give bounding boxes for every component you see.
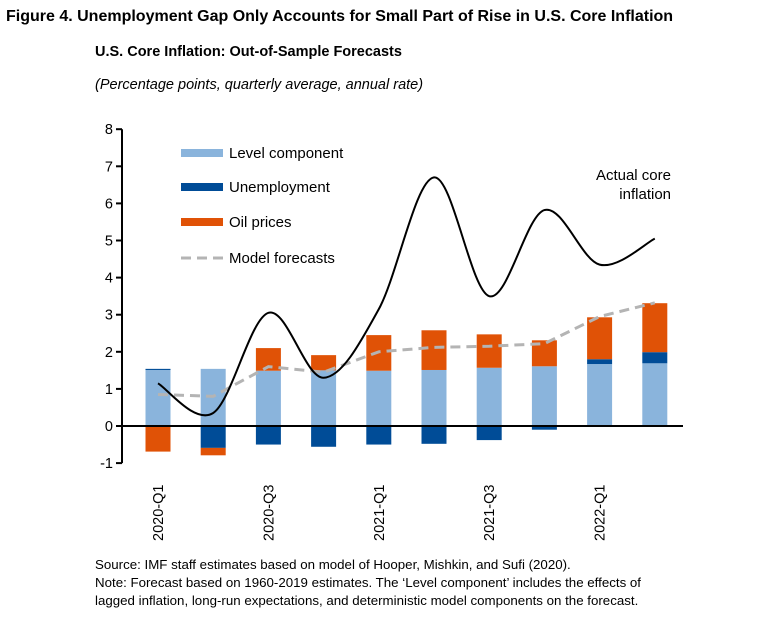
bar-unemployment xyxy=(366,426,392,445)
bar-oil-prices xyxy=(476,334,502,368)
annotation-actual-core: Actual core xyxy=(596,167,671,184)
annotation-inflation: inflation xyxy=(619,186,671,203)
legend-label: Unemployment xyxy=(229,179,331,196)
y-tick-label: 1 xyxy=(105,382,113,398)
figure-title: Figure 4. Unemployment Gap Only Accounts… xyxy=(6,8,674,25)
bar-oil-prices xyxy=(311,355,337,371)
x-tick-label: 2021-Q3 xyxy=(482,485,498,541)
x-tick-label: 2020-Q1 xyxy=(151,485,167,541)
y-tick-label: 8 xyxy=(105,122,113,138)
bar-unemployment xyxy=(642,352,668,364)
legend-label: Model forecasts xyxy=(229,250,335,267)
bar-oil-prices xyxy=(587,317,613,360)
x-tick-label: 2020-Q3 xyxy=(261,485,277,541)
bar-level-component xyxy=(587,364,613,426)
bar-level-component xyxy=(311,370,337,426)
y-tick-label: 4 xyxy=(105,271,113,287)
line-model-forecasts xyxy=(157,301,656,398)
y-tick-label: 5 xyxy=(105,234,113,250)
bar-unemployment xyxy=(311,426,337,447)
bar-oil-prices xyxy=(145,426,171,452)
x-tick-label: 2022-Q1 xyxy=(593,485,609,541)
legend-label: Oil prices xyxy=(229,214,292,231)
bar-oil-prices xyxy=(255,348,281,371)
bar-oil-prices xyxy=(421,330,447,370)
bar-unemployment xyxy=(200,426,226,448)
bar-unemployment xyxy=(476,426,502,441)
legend-swatch xyxy=(181,218,223,226)
y-tick-label: 0 xyxy=(105,419,113,435)
y-tick-label: 3 xyxy=(105,308,113,324)
bar-level-component xyxy=(642,363,668,426)
bar-unemployment xyxy=(421,426,447,444)
legend-swatch xyxy=(181,149,223,157)
legend-label: Level component xyxy=(229,145,344,162)
y-tick-label: 2 xyxy=(105,345,113,361)
bar-unemployment xyxy=(255,426,281,445)
note-line-2: lagged inflation, long-run expectations,… xyxy=(95,593,639,608)
source-note: Source: IMF staff estimates based on mod… xyxy=(95,557,571,572)
bar-level-component xyxy=(145,369,171,426)
bar-level-component xyxy=(366,370,392,426)
bar-level-component xyxy=(255,370,281,426)
x-tick-label: 2021-Q1 xyxy=(372,485,388,541)
y-tick-label: 7 xyxy=(105,159,113,175)
y-tick-label: -1 xyxy=(100,456,113,472)
bar-unemployment xyxy=(145,368,171,370)
legend-swatch xyxy=(181,183,223,191)
bar-level-component xyxy=(531,366,557,426)
bar-oil-prices xyxy=(642,303,668,353)
bar-level-component xyxy=(476,367,502,426)
line-actual-core-inflation xyxy=(157,176,656,417)
bar-level-component xyxy=(421,369,447,426)
bar-unemployment xyxy=(587,359,613,365)
y-tick-label: 6 xyxy=(105,196,113,212)
chart-subtitle: U.S. Core Inflation: Out-of-Sample Forec… xyxy=(95,44,402,60)
bar-oil-prices xyxy=(200,447,226,456)
bar-unemployment xyxy=(531,426,557,430)
note-line-1: Note: Forecast based on 1960-2019 estima… xyxy=(95,575,641,590)
units-label: (Percentage points, quarterly average, a… xyxy=(95,77,424,93)
